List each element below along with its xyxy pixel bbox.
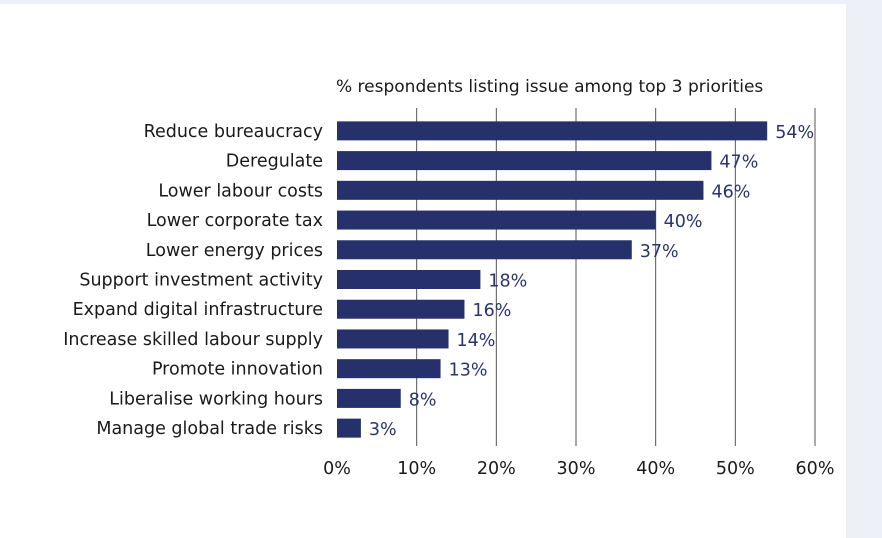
x-tick-label: 0% [323,459,351,479]
category-label: Lower labour costs [158,181,323,201]
bar [337,329,449,349]
category-label: Lower energy prices [146,241,323,261]
x-tick-label: 40% [636,459,675,479]
chart-title: % respondents listing issue among top 3 … [336,77,763,97]
value-label: 46% [711,182,750,202]
category-label: Deregulate [226,152,323,172]
value-labels: 54% 47% 46% 40% 37% 18% 16% 14% 13% 8% 3% [369,123,814,440]
bar [337,151,712,171]
value-label: 40% [664,212,703,232]
category-labels: Reduce bureaucracy Deregulate Lower labour… [63,122,323,439]
bar [337,299,465,319]
value-label: 14% [457,331,496,351]
value-label: 18% [488,272,527,292]
value-label: 37% [640,242,679,262]
value-label: 47% [719,153,758,173]
x-axis-tick-labels: 0% 10% 20% 30% 40% 50% 60% [323,459,834,479]
bar [337,270,481,289]
category-label: Promote innovation [152,360,323,380]
bar [337,418,361,438]
category-label: Liberalise working hours [109,389,323,409]
x-tick-label: 20% [477,459,516,479]
value-label: 54% [775,123,814,143]
category-label: Expand digital infrastructure [73,300,323,320]
x-tick-label: 10% [397,459,436,479]
bar [337,210,656,230]
category-label: Lower corporate tax [147,211,323,231]
bar [337,180,704,200]
value-label: 13% [449,361,488,381]
value-label: 8% [409,390,437,410]
category-label: Increase skilled labour supply [63,330,323,350]
x-tick-label: 60% [796,459,835,479]
bar [337,121,768,141]
category-label: Reduce bureaucracy [144,122,323,142]
x-tick-label: 30% [557,459,596,479]
category-label: Support investment activity [79,271,323,291]
bar [337,240,632,260]
x-tick-label: 50% [716,459,755,479]
bar [337,388,401,408]
bars [337,121,768,438]
category-label: Manage global trade risks [96,419,323,439]
bar [337,359,441,379]
value-label: 16% [472,301,511,321]
value-label: 3% [369,420,397,440]
